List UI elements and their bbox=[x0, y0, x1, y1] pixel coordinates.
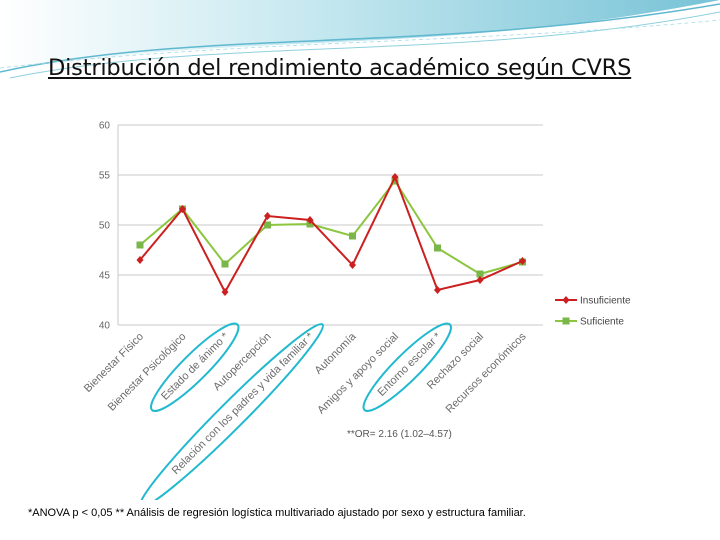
series-layer bbox=[136, 173, 526, 296]
legend-label-suficiente: Suficiente bbox=[580, 317, 624, 328]
point-suficiente bbox=[221, 260, 229, 268]
y-tick-label: 40 bbox=[99, 321, 111, 332]
point-insuficiente bbox=[136, 256, 144, 264]
point-suficiente bbox=[136, 241, 144, 249]
point-insuficiente bbox=[264, 212, 271, 220]
highlight-ellipse bbox=[362, 322, 452, 412]
point-insuficiente bbox=[519, 257, 526, 265]
highlight-layer bbox=[138, 322, 452, 500]
point-insuficiente bbox=[349, 261, 356, 269]
y-axis-ticks: 60 55 50 45 40 bbox=[99, 121, 111, 332]
point-suficiente bbox=[476, 270, 484, 278]
point-insuficiente bbox=[221, 288, 229, 296]
highlight-ellipse bbox=[150, 322, 240, 412]
x-category-label: Amigos y apoyo social bbox=[315, 331, 401, 417]
x-category-label: Recursos económicos bbox=[444, 330, 529, 415]
legend-marker-insuficiente bbox=[562, 296, 570, 304]
series-line-insuficiente bbox=[139, 174, 523, 295]
series-line-suficiente bbox=[139, 179, 523, 276]
highlight-ellipse bbox=[138, 323, 324, 500]
point-insuficiente bbox=[179, 205, 186, 213]
y-tick-label: 55 bbox=[99, 171, 111, 182]
y-tick-label: 50 bbox=[99, 221, 111, 232]
point-insuficiente bbox=[476, 276, 484, 284]
legend-label-insuficiente: Insuficiente bbox=[580, 296, 631, 307]
point-insuficiente bbox=[306, 216, 314, 224]
header-banner bbox=[0, 0, 720, 79]
point-suficiente bbox=[434, 244, 441, 252]
point-insuficiente bbox=[434, 286, 441, 294]
footnote: *ANOVA p < 0,05 ** Análisis de regresión… bbox=[28, 507, 526, 519]
banner-wave-line-3 bbox=[0, 19, 720, 69]
point-suficiente bbox=[349, 232, 356, 240]
legend-marker-suficiente bbox=[562, 317, 570, 325]
regression-annotation: **OR= 2.16 (1.02–4.57) bbox=[347, 429, 452, 440]
y-tick-label: 60 bbox=[99, 121, 111, 132]
grid-layer bbox=[117, 124, 543, 326]
legend: Insuficiente Suficiente bbox=[555, 296, 631, 328]
page-title: Distribución del rendimiento académico s… bbox=[48, 55, 632, 81]
point-suficiente bbox=[264, 221, 271, 229]
point-insuficiente bbox=[391, 173, 399, 181]
y-tick-label: 45 bbox=[99, 271, 111, 282]
banner-wave-line-1 bbox=[0, 3, 720, 73]
